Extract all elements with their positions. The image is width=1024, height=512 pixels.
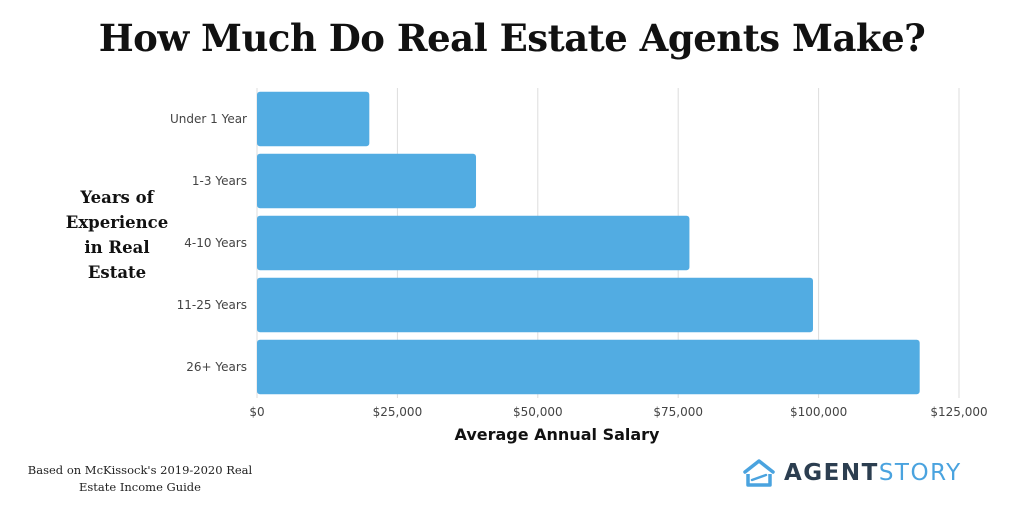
y-tick-label: 11-25 Years [177,298,247,312]
y-tick-label: 4-10 Years [184,236,247,250]
y-tick-label: Under 1 Year [170,112,247,126]
agentstory-logo: AGENT STORY [742,456,962,490]
bar-26-years [257,339,920,395]
x-tick-label: $0 [249,405,264,419]
x-tick-label: $25,000 [373,405,423,419]
y-tick-labels: Under 1 Year 1-3 Years 4-10 Years 11-25 Yea… [170,112,247,374]
source-note: Based on McKissock's 2019-2020 Real Esta… [27,463,253,494]
bar-4-10-years [257,215,690,271]
x-tick-label: $75,000 [653,405,703,419]
y-axis-label: Years of Experience in Real Estate [65,188,169,282]
x-tick-label: $125,000 [930,405,987,419]
y-tick-label: 26+ Years [186,360,247,374]
x-tick-labels: $0 $25,000 $50,000 $75,000 $100,000 $125,000 [249,405,987,419]
house-icon [743,459,775,487]
logo-agent-text: AGENT [784,460,879,486]
x-axis-label: Average Annual Salary [454,425,660,444]
bar-under-1-year [257,91,370,147]
x-tick-label: $50,000 [513,405,563,419]
bar-1-3-years [257,153,477,209]
logo-story-text: STORY [878,460,962,486]
y-tick-label: 1-3 Years [192,174,247,188]
bar-11-25-years [257,277,813,333]
x-tick-label: $100,000 [790,405,847,419]
bar-layer [257,91,920,395]
chart-title: How Much Do Real Estate Agents Make? [98,16,926,60]
